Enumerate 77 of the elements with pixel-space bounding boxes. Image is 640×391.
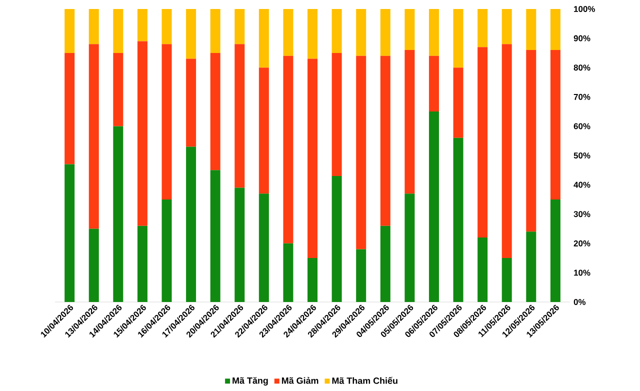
bar xyxy=(453,9,464,68)
y-tick-label: 90% xyxy=(574,35,590,42)
y-tick-label: 0% xyxy=(574,299,586,305)
bar xyxy=(258,68,269,194)
bar xyxy=(308,9,318,59)
bar xyxy=(428,56,439,112)
bar xyxy=(88,228,99,302)
bar xyxy=(258,9,269,68)
bar xyxy=(162,199,172,302)
bar xyxy=(428,112,439,302)
y-tick-label: 70% xyxy=(574,94,590,100)
bar xyxy=(404,194,415,302)
bar xyxy=(332,176,342,302)
bar xyxy=(88,44,99,229)
bar xyxy=(234,44,245,188)
bar xyxy=(186,58,196,147)
bar xyxy=(88,9,99,44)
bar xyxy=(380,9,390,56)
bar xyxy=(550,9,560,50)
bar xyxy=(502,44,512,258)
bar xyxy=(137,9,148,42)
y-tick-label: 60% xyxy=(574,123,590,130)
y-tick-label: 10% xyxy=(574,270,590,276)
bar xyxy=(404,50,415,194)
y-tick-label: 50% xyxy=(574,152,590,158)
bar xyxy=(502,258,512,302)
bar xyxy=(210,9,220,53)
bar xyxy=(162,44,172,200)
bar xyxy=(550,199,560,302)
bar xyxy=(380,226,390,302)
bar xyxy=(234,188,245,302)
bar xyxy=(428,9,439,56)
bar xyxy=(210,52,220,170)
bar xyxy=(453,68,464,138)
legend-label: Mã Giảm xyxy=(282,377,318,384)
bar xyxy=(526,50,536,232)
legend-label: Mã Tăng xyxy=(232,377,268,386)
bar xyxy=(502,9,512,44)
bar xyxy=(478,238,488,302)
y-tick-label: 100% xyxy=(574,6,595,12)
bar xyxy=(356,249,366,302)
bar xyxy=(308,58,318,258)
bar xyxy=(186,9,196,59)
bar xyxy=(113,9,124,53)
bar xyxy=(478,47,488,238)
bar xyxy=(356,9,366,56)
bar xyxy=(137,226,148,302)
bar xyxy=(453,138,464,302)
bar xyxy=(113,52,124,126)
bar xyxy=(332,9,342,53)
bar xyxy=(283,9,294,56)
legend-label: Mã Tham Chiếu xyxy=(332,376,398,384)
bar xyxy=(186,146,196,302)
bar xyxy=(64,164,75,302)
bar xyxy=(404,9,415,50)
bar xyxy=(162,9,172,44)
y-tick-label: 80% xyxy=(574,64,590,71)
bar xyxy=(283,56,294,244)
y-tick-label: 20% xyxy=(574,240,590,246)
bar xyxy=(283,243,294,302)
bar xyxy=(64,9,75,53)
bar xyxy=(210,170,220,302)
bar xyxy=(258,194,269,302)
bar xyxy=(308,258,318,302)
bar xyxy=(356,56,366,250)
bar xyxy=(113,126,124,302)
bar xyxy=(526,232,536,302)
bar xyxy=(550,50,560,200)
bar xyxy=(332,52,342,176)
bar xyxy=(478,9,488,48)
bar xyxy=(64,52,75,164)
bar xyxy=(380,56,390,226)
bar xyxy=(526,9,536,50)
y-tick-label: 40% xyxy=(574,182,590,188)
y-tick-label: 30% xyxy=(574,211,590,218)
bar xyxy=(137,41,148,226)
bar xyxy=(234,9,245,44)
